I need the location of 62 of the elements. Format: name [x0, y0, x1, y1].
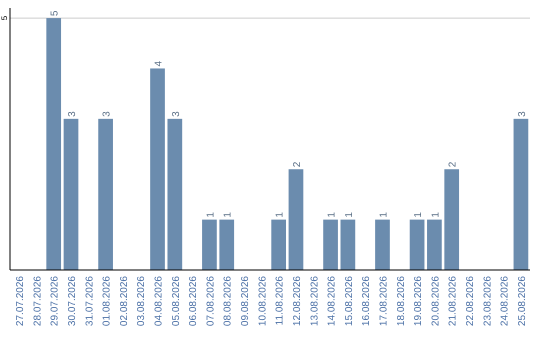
x-tick-label: 17.08.2026 — [378, 276, 390, 326]
x-tick-label: 25.08.2026 — [516, 276, 528, 326]
data-label: 1 — [430, 212, 442, 218]
x-tick-label: 15.08.2026 — [344, 276, 355, 326]
bar — [64, 118, 78, 270]
bar — [46, 18, 62, 270]
data-label: 1 — [222, 212, 234, 218]
bar — [375, 220, 390, 270]
data-label: 3 — [170, 110, 182, 117]
bar — [444, 169, 460, 270]
bar — [150, 68, 165, 270]
bar — [323, 220, 338, 270]
data-label: 2 — [292, 161, 303, 168]
data-label: 3 — [67, 110, 78, 117]
x-tick-label: 08.08.2026 — [222, 276, 234, 326]
data-label: 2 — [448, 161, 459, 168]
x-tick-label: 24.08.2026 — [500, 276, 511, 326]
data-label: 3 — [102, 110, 113, 117]
x-tick-label: 28.07.2026 — [32, 276, 44, 326]
data-label: 1 — [205, 212, 216, 218]
x-tick-label: 04.08.2026 — [154, 276, 165, 326]
x-tick-label: 30.07.2026 — [67, 276, 78, 326]
data-label: 5 — [50, 10, 61, 16]
bar — [202, 220, 217, 270]
x-tick-label: 03.08.2026 — [136, 276, 148, 326]
x-tick-label: 23.08.2026 — [482, 276, 494, 326]
x-tick-label: 01.08.2026 — [102, 276, 113, 326]
x-tick-label: 12.08.2026 — [292, 276, 303, 326]
x-tick-label: 13.08.2026 — [309, 276, 320, 326]
x-tick-label: 31.07.2026 — [84, 276, 96, 326]
x-tick-label: 16.08.2026 — [361, 276, 372, 326]
data-label: 1 — [413, 212, 424, 218]
x-tick-label: 21.08.2026 — [448, 276, 459, 326]
bar — [410, 220, 424, 270]
x-tick-label: 07.08.2026 — [205, 276, 216, 326]
x-tick-label: 22.08.2026 — [465, 276, 476, 326]
data-label: 1 — [344, 212, 355, 218]
data-label: 4 — [154, 60, 165, 66]
x-tick-label: 29.07.2026 — [50, 276, 61, 326]
bar — [340, 220, 356, 270]
data-label: 1 — [326, 212, 338, 218]
bar — [219, 220, 234, 270]
bar — [167, 118, 182, 270]
data-label: 1 — [274, 212, 286, 218]
x-tick-label: 10.08.2026 — [257, 276, 268, 326]
data-label: 3 — [516, 110, 528, 117]
bar — [427, 220, 442, 270]
x-tick-label: 02.08.2026 — [118, 276, 130, 326]
data-label: 1 — [378, 212, 390, 218]
bar — [98, 118, 113, 270]
x-tick-label: 11.08.2026 — [274, 276, 286, 326]
x-tick-label: 05.08.2026 — [170, 276, 182, 326]
bar — [288, 169, 304, 270]
x-tick-label: 14.08.2026 — [326, 276, 338, 326]
x-tick-label: 18.08.2026 — [396, 276, 407, 326]
x-tick-label: 19.08.2026 — [413, 276, 424, 326]
x-tick-label: 09.08.2026 — [240, 276, 252, 326]
x-tick-label: 20.08.2026 — [430, 276, 442, 326]
bar — [271, 220, 286, 270]
x-tick-label: 06.08.2026 — [188, 276, 200, 326]
bar — [514, 118, 528, 270]
x-tick-label: 27.07.2026 — [15, 276, 26, 326]
